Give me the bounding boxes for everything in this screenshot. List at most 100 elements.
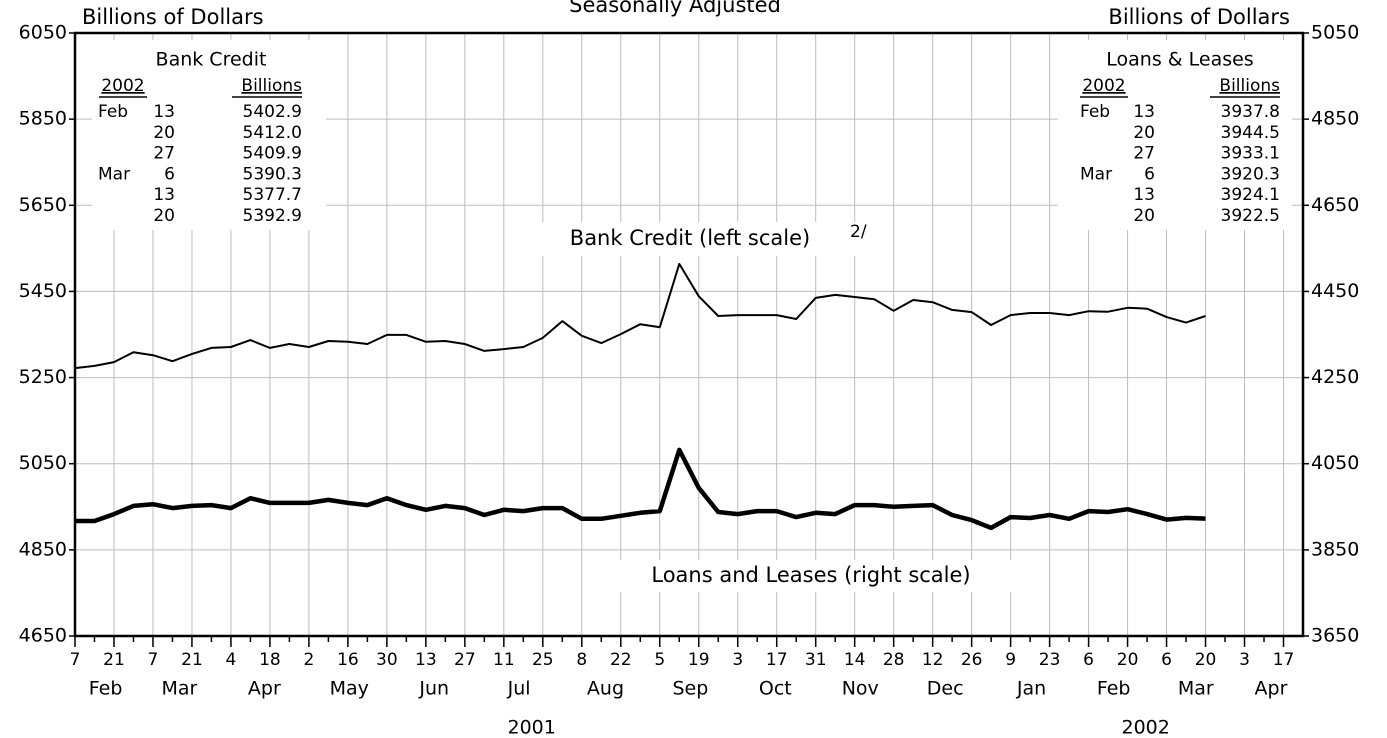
y2-tick-label: 4050 xyxy=(1311,452,1359,474)
x-tick-label: 27 xyxy=(454,650,476,670)
table-background xyxy=(92,40,326,230)
y-axis-label: Billions of Dollars xyxy=(82,5,264,29)
table-cell: 5392.9 xyxy=(243,206,302,226)
x-month-label: Dec xyxy=(927,678,964,700)
table-cell: 20 xyxy=(1133,123,1155,143)
table-cell: 27 xyxy=(1133,144,1155,164)
y2-tick-label: 3650 xyxy=(1311,625,1359,647)
lines xyxy=(74,262,1206,531)
x-tick-label: 31 xyxy=(805,650,827,670)
x-tick-label: 25 xyxy=(532,650,554,670)
series-line xyxy=(75,447,1206,531)
x-tick-label: 17 xyxy=(1273,650,1295,670)
x-month-label: Nov xyxy=(842,678,879,700)
x-tick-label: 18 xyxy=(259,650,281,670)
series-line xyxy=(74,262,1206,370)
x-tick-label: 23 xyxy=(1039,650,1061,670)
footnote-marker: 2/ xyxy=(850,222,867,242)
table-cell: Mar xyxy=(1080,164,1112,184)
x-month-label: Jan xyxy=(1016,678,1046,700)
table-cell: 13 xyxy=(1133,185,1155,205)
y-tick-label: 6050 xyxy=(19,22,67,44)
y2-tick-label: 5050 xyxy=(1311,22,1359,44)
table-cell: 5390.3 xyxy=(243,164,302,184)
x-tick-label: 7 xyxy=(148,650,159,670)
x-tick-label: 8 xyxy=(576,650,587,670)
y-tick-label: 5050 xyxy=(19,452,67,474)
y2-tick-label: 4650 xyxy=(1311,194,1359,216)
x-tick-label: 20 xyxy=(1117,650,1139,670)
y2-tick-label: 4850 xyxy=(1311,108,1359,130)
x-tick-label: 28 xyxy=(883,650,905,670)
x-month-label: Sep xyxy=(672,678,708,700)
x-tick-label: 2 xyxy=(303,650,314,670)
x-month-label: Aug xyxy=(587,678,624,700)
x-tick-label: 7 xyxy=(70,650,81,670)
overlays: Seasonally Adjusted Billions of Dollars … xyxy=(19,0,1360,738)
table-cell: 5377.7 xyxy=(243,185,302,205)
x-tick-label: 21 xyxy=(103,650,125,670)
y2-tick-label: 4450 xyxy=(1311,280,1359,302)
plot-frame xyxy=(73,31,1305,638)
table-cell: 13 xyxy=(153,185,175,205)
x-tick-label: 30 xyxy=(376,650,398,670)
table-header: Billions xyxy=(1219,76,1280,96)
x-tick-label: 21 xyxy=(181,650,203,670)
x-tick-label: 6 xyxy=(1161,650,1172,670)
table-cell: 13 xyxy=(153,102,175,122)
x-month-label: Jun xyxy=(418,678,449,700)
table-cell: 5412.0 xyxy=(243,123,302,143)
table-cell: 3922.5 xyxy=(1221,206,1280,226)
x-tick-label: 13 xyxy=(415,650,437,670)
x-tick-label: 22 xyxy=(610,650,632,670)
x-tick-label: 3 xyxy=(1239,650,1250,670)
table-cell: 5402.9 xyxy=(243,102,302,122)
x-tick-label: 26 xyxy=(961,650,983,670)
y2-tick-label: 3850 xyxy=(1311,538,1359,560)
y2-axis-label: Billions of Dollars xyxy=(1108,5,1290,29)
table-cell: 27 xyxy=(153,144,175,164)
x-tick-label: 16 xyxy=(337,650,359,670)
x-month-label: Oct xyxy=(759,678,792,700)
y-tick-label: 4650 xyxy=(19,625,67,647)
x-tick-label: 9 xyxy=(1005,650,1016,670)
y2-tick-label: 4250 xyxy=(1311,366,1359,388)
x-year-label: 2001 xyxy=(507,717,555,738)
x-tick-label: 17 xyxy=(766,650,788,670)
table-header: 2002 xyxy=(101,76,144,96)
x-month-label: Jul xyxy=(507,678,531,700)
x-year-label: 2002 xyxy=(1121,717,1169,738)
table-background xyxy=(1058,40,1292,230)
table-cell: 3933.1 xyxy=(1221,144,1280,164)
table-header: Billions xyxy=(241,76,302,96)
table-cell: Mar xyxy=(98,164,130,184)
table-cell: 20 xyxy=(153,206,175,226)
table-title: Bank Credit xyxy=(156,49,267,71)
x-tick-label: 12 xyxy=(922,650,944,670)
y-tick-label: 5250 xyxy=(19,366,67,388)
table-cell: 20 xyxy=(153,123,175,143)
x-month-label: Apr xyxy=(1255,678,1288,700)
table-cell: 3924.1 xyxy=(1221,185,1280,205)
x-tick-label: 11 xyxy=(493,650,515,670)
series-label: Loans and Leases (right scale) xyxy=(651,563,970,587)
table-cell: 3920.3 xyxy=(1221,164,1280,184)
x-tick-label: 20 xyxy=(1195,650,1217,670)
y-tick-label: 5450 xyxy=(19,280,67,302)
x-month-label: Mar xyxy=(161,678,197,700)
table-cell: 6 xyxy=(164,164,175,184)
x-tick-label: 6 xyxy=(1083,650,1094,670)
table-header: 2002 xyxy=(1082,76,1125,96)
table-cell: 20 xyxy=(1133,206,1155,226)
label-background xyxy=(535,222,883,256)
label-background xyxy=(600,560,1022,592)
table-cell: Feb xyxy=(1080,102,1110,122)
x-tick-label: 19 xyxy=(688,650,710,670)
y-tick-label: 4850 xyxy=(19,538,67,560)
table-cell: 3944.5 xyxy=(1221,123,1280,143)
x-tick-label: 5 xyxy=(654,650,665,670)
x-month-label: Apr xyxy=(248,678,281,700)
table-cell: 3937.8 xyxy=(1221,102,1280,122)
x-month-label: May xyxy=(330,678,369,700)
